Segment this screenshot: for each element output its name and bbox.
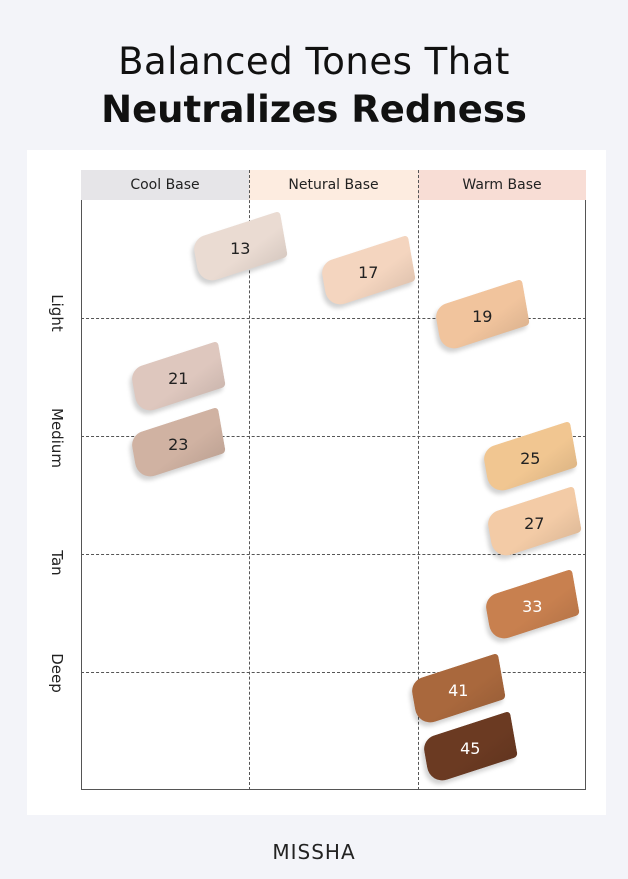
page-title: Balanced Tones That Neutralizes Redness (0, 38, 628, 134)
shade-label: 21 (167, 368, 189, 388)
row-label-tan: Tan (48, 550, 66, 576)
title-line-1: Balanced Tones That (118, 40, 510, 83)
row-divider (81, 672, 586, 673)
column-header-cool: Cool Base (81, 170, 249, 200)
row-divider (81, 318, 586, 319)
row-label-medium: Medium (48, 408, 66, 468)
row-divider (81, 436, 586, 437)
shade-label: 19 (471, 306, 493, 326)
shade-label: 33 (521, 596, 543, 616)
title-line-2: Neutralizes Redness (101, 88, 527, 131)
brand-logo: MISSHA (272, 840, 356, 864)
row-label-deep: Deep (48, 653, 66, 693)
shade-label: 25 (519, 448, 541, 468)
column-divider (418, 170, 419, 790)
row-divider (81, 554, 586, 555)
shade-label: 45 (459, 738, 481, 758)
shade-label: 17 (357, 262, 379, 282)
column-divider (249, 170, 250, 790)
shade-grid (81, 200, 586, 790)
row-label-light: Light (48, 294, 66, 332)
column-header-neutral: Netural Base (249, 170, 418, 200)
shade-label: 41 (447, 680, 469, 700)
shade-label: 23 (167, 434, 189, 454)
shade-label: 13 (229, 238, 251, 258)
column-header-warm: Warm Base (418, 170, 586, 200)
shade-label: 27 (523, 513, 545, 533)
